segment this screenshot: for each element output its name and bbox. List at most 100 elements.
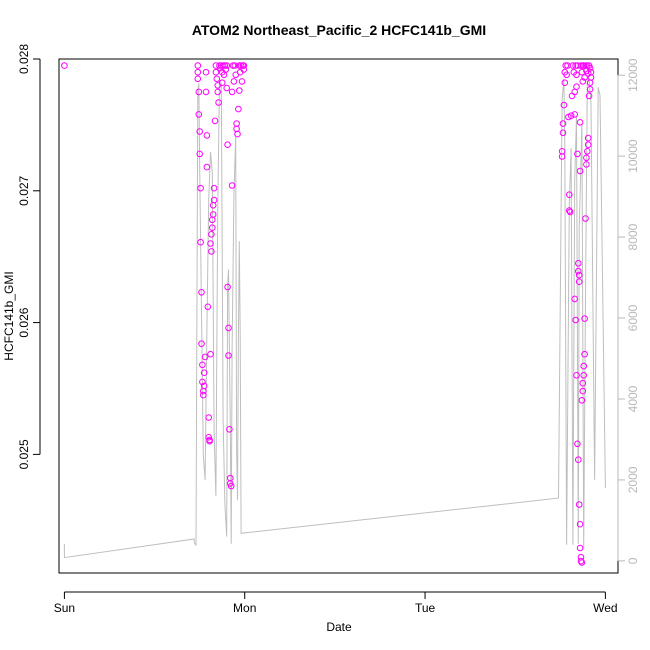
data-point	[576, 520, 584, 528]
data-point	[199, 361, 206, 369]
data-point	[581, 350, 588, 358]
y2-tick-label: 2000	[626, 466, 640, 493]
data-point	[587, 68, 595, 76]
data-point	[210, 196, 218, 204]
data-point	[584, 148, 591, 155]
data-point	[218, 79, 226, 86]
data-point	[236, 87, 243, 94]
data-point	[577, 62, 585, 69]
data-point	[575, 278, 583, 286]
data-point	[203, 132, 211, 139]
data-point	[194, 62, 202, 69]
chart-title: ATOM2 Northeast_Pacific_2 HCFC141b_GMI	[192, 22, 486, 38]
data-point	[559, 129, 567, 137]
data-point	[208, 248, 215, 255]
data-point	[226, 426, 233, 433]
data-point	[204, 303, 212, 311]
data-point	[224, 283, 231, 291]
x-axis-label: Date	[326, 620, 352, 634]
y-tick-label: 0.026	[17, 307, 31, 337]
data-point	[566, 191, 573, 198]
data-point	[562, 62, 570, 69]
data-point	[240, 62, 248, 69]
data-point	[208, 231, 215, 238]
data-point	[573, 71, 580, 79]
data-point	[573, 372, 580, 379]
data-point	[211, 117, 219, 125]
data-point	[223, 84, 230, 92]
data-point	[581, 74, 588, 81]
data-point	[207, 350, 214, 358]
data-point	[586, 86, 594, 93]
data-point	[580, 372, 588, 379]
data-point	[209, 224, 216, 231]
data-point	[229, 62, 237, 69]
y2-tick-label: 8000	[626, 223, 640, 250]
data-point	[579, 379, 587, 387]
data-point	[238, 78, 246, 85]
data-point	[202, 68, 210, 76]
data-point	[202, 88, 210, 96]
data-point	[197, 238, 204, 246]
data-point	[578, 559, 586, 566]
data-point	[234, 130, 241, 138]
data-point	[577, 557, 585, 565]
y2-tick-label: 0	[626, 557, 640, 564]
data-point	[575, 456, 582, 464]
data-point	[61, 62, 68, 69]
data-point	[585, 92, 593, 100]
data-point	[212, 68, 220, 76]
data-point	[222, 66, 230, 73]
data-point	[200, 391, 207, 399]
data-point	[196, 128, 203, 135]
data-point	[567, 112, 575, 119]
data-point	[194, 68, 202, 76]
data-point	[563, 71, 570, 79]
y2-tick-label: 12000	[626, 58, 640, 92]
data-point	[233, 125, 240, 133]
data-point	[575, 260, 582, 267]
data-point	[221, 62, 229, 69]
data-point	[574, 150, 581, 158]
data-point	[579, 78, 587, 85]
data-point	[227, 482, 235, 490]
data-point	[196, 150, 203, 158]
data-point	[200, 369, 208, 377]
data-point	[566, 208, 574, 216]
data-point	[214, 88, 221, 96]
data-point	[195, 88, 203, 96]
y-tick-label: 0.028	[17, 44, 31, 74]
data-point	[236, 62, 243, 69]
data-point	[230, 78, 238, 85]
x-tick-label: Sun	[54, 601, 75, 615]
data-point	[197, 184, 204, 192]
data-point	[235, 105, 242, 113]
data-point	[200, 382, 208, 390]
data-point	[223, 62, 230, 69]
data-point	[231, 62, 239, 69]
data-point	[566, 207, 573, 214]
data-point	[576, 544, 584, 552]
data-point	[575, 271, 583, 279]
data-point	[561, 79, 569, 86]
data-point	[194, 75, 202, 83]
data-point	[228, 182, 236, 189]
data-point	[578, 68, 586, 76]
data-point	[583, 154, 590, 162]
data-point	[205, 414, 212, 421]
data-point	[201, 353, 209, 361]
data-point	[199, 378, 206, 386]
data-point	[210, 184, 218, 192]
data-point	[581, 315, 588, 322]
data-point	[225, 352, 232, 359]
data-point	[575, 501, 583, 508]
data-point	[572, 316, 579, 324]
data-point	[575, 267, 582, 275]
data-point	[209, 202, 217, 209]
y-tick-label: 0.027	[17, 175, 31, 205]
data-point	[576, 167, 584, 175]
data-point	[195, 111, 203, 118]
data-point	[579, 387, 587, 395]
data-point	[240, 66, 248, 73]
y2-tick-label: 6000	[626, 304, 640, 331]
